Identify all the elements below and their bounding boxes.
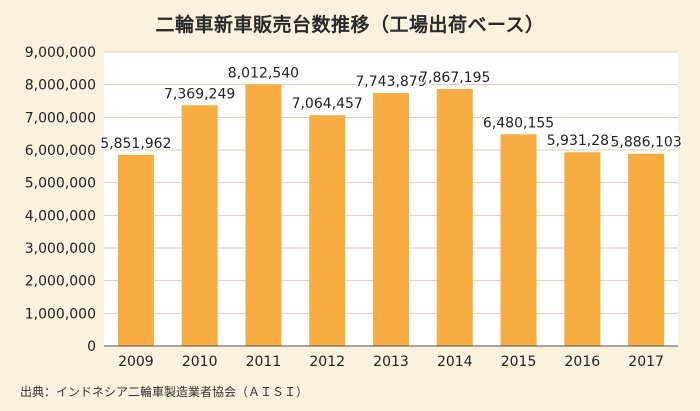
y-tick-label: 1,000,000 <box>25 306 96 322</box>
source-note: 出典：インドネシア二輪車製造業者協会（ＡＩＳＩ） <box>20 385 309 399</box>
bar <box>245 84 282 347</box>
y-tick-label: 2,000,000 <box>25 274 96 290</box>
x-tick-label: 2011 <box>246 354 282 370</box>
data-label: 5,886,103 <box>610 135 681 151</box>
data-label: 5,931,285 <box>547 133 618 149</box>
data-label: 8,012,540 <box>228 65 299 81</box>
chart-title: 二輪車新車販売台数推移（工場出荷ベース） <box>155 14 545 36</box>
bar <box>373 93 409 346</box>
bar <box>500 134 537 346</box>
bar <box>564 152 601 346</box>
bar <box>181 105 218 346</box>
x-tick-label: 2017 <box>628 354 664 370</box>
axes: 0 1,000,000 2,000,000 3,000,000 4,000,000 5,0… <box>25 45 678 370</box>
x-tick-label: 2016 <box>565 354 601 370</box>
y-tick-label: 8,000,000 <box>25 78 96 94</box>
data-label: 7,743,879 <box>355 74 426 90</box>
data-label: 6,480,155 <box>483 115 554 131</box>
data-label: 7,369,249 <box>164 86 235 102</box>
data-labels: 5,851,962 7,369,249 8,012,540 7,064,457 7,74… <box>99 64 683 154</box>
x-tick-label: 2012 <box>309 354 345 370</box>
bar <box>628 153 665 346</box>
x-tick-label: 2014 <box>437 354 473 370</box>
y-tick-label: 5,000,000 <box>25 176 96 192</box>
x-tick-label: 2009 <box>118 354 154 370</box>
x-tick-label: 2010 <box>182 354 218 370</box>
data-label: 7,064,457 <box>292 96 363 112</box>
bar <box>436 89 473 346</box>
y-tick-label: 9,000,000 <box>25 45 96 61</box>
y-tick-label: 7,000,000 <box>25 110 96 126</box>
data-label: 5,851,962 <box>100 136 171 152</box>
y-tick-label: 3,000,000 <box>25 241 96 257</box>
x-tick-label: 2013 <box>373 354 409 370</box>
data-label: 7,867,195 <box>419 70 490 86</box>
x-tick-label: 2015 <box>501 354 537 370</box>
y-tick-label: 6,000,000 <box>25 143 96 159</box>
bars <box>117 84 665 347</box>
y-tick-label: 4,000,000 <box>25 208 96 224</box>
bar <box>117 154 154 346</box>
bar <box>309 115 346 346</box>
y-tick-label: 0 <box>87 339 96 355</box>
